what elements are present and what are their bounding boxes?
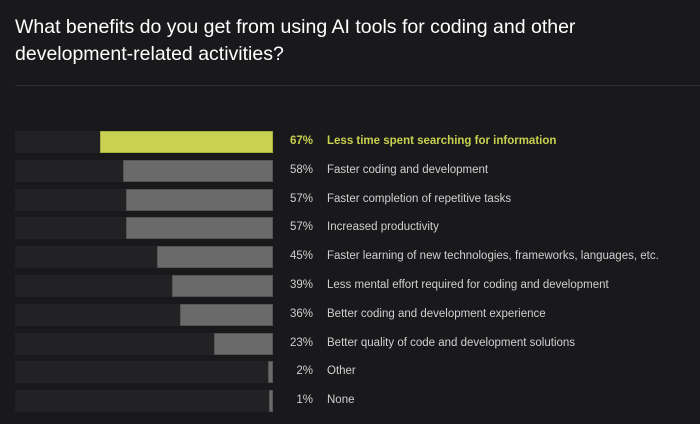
bar-track (15, 159, 273, 182)
bar (125, 188, 273, 211)
bar-track (15, 246, 273, 269)
category-label: Less time spent searching for informatio… (327, 135, 557, 147)
value-label: 57% (289, 192, 313, 205)
bar-track (15, 361, 273, 384)
value-label: 57% (289, 221, 313, 234)
bar (172, 275, 273, 297)
value-label: 58% (289, 163, 313, 176)
bar (213, 332, 273, 355)
value-label: 36% (289, 307, 313, 320)
value-label: 39% (289, 279, 313, 291)
bar-row: 1% None (0, 390, 700, 413)
category-label: Faster coding and development (327, 163, 489, 176)
bar-row: 67% Less time spent searching for informa… (0, 131, 700, 154)
category-label: Increased productivity (327, 221, 439, 234)
bar-row: 57% Increased productivity (0, 217, 700, 240)
bar-track (15, 275, 273, 297)
bar-row: 57% Faster completion of repetitive tasks (0, 188, 700, 212)
bar-row: 23% Better quality of code and developmen… (0, 332, 700, 356)
divider (15, 85, 700, 86)
bar (125, 217, 273, 240)
bar (123, 159, 273, 182)
value-label: 45% (289, 250, 313, 263)
bar-track (15, 332, 273, 355)
bar-track (15, 390, 273, 413)
bar (269, 390, 273, 413)
chart-title: What benefits do you get from using AI t… (15, 16, 576, 65)
bar-row: 58% Faster coding and development (0, 159, 700, 183)
value-label: 1% (296, 394, 313, 407)
value-label: 2% (296, 365, 313, 378)
bar (156, 246, 273, 269)
bar-row: 45% Faster learning of new technologies, … (0, 246, 700, 269)
category-label: Other (327, 365, 356, 378)
bar (100, 131, 273, 153)
bar (267, 361, 273, 384)
bar-row: 2% Other (0, 361, 700, 384)
bar-row: 36% Better coding and development experie… (0, 303, 700, 327)
category-label: Faster learning of new technologies, fra… (327, 250, 659, 263)
category-label: Less mental effort required for coding a… (327, 279, 609, 291)
category-label: Faster completion of repetitive tasks (327, 192, 512, 205)
bar-track (15, 217, 273, 240)
bar-track (15, 131, 273, 153)
bar-track (15, 188, 273, 211)
category-label: Better quality of code and development s… (327, 336, 576, 349)
bar-row: 39% Less mental effort required for codin… (0, 275, 700, 298)
category-label: Better coding and development experience (327, 307, 546, 320)
value-label: 23% (289, 336, 313, 349)
value-label: 67% (289, 135, 313, 147)
category-label: None (327, 394, 355, 407)
bar (180, 303, 273, 326)
bar-track (15, 303, 273, 326)
